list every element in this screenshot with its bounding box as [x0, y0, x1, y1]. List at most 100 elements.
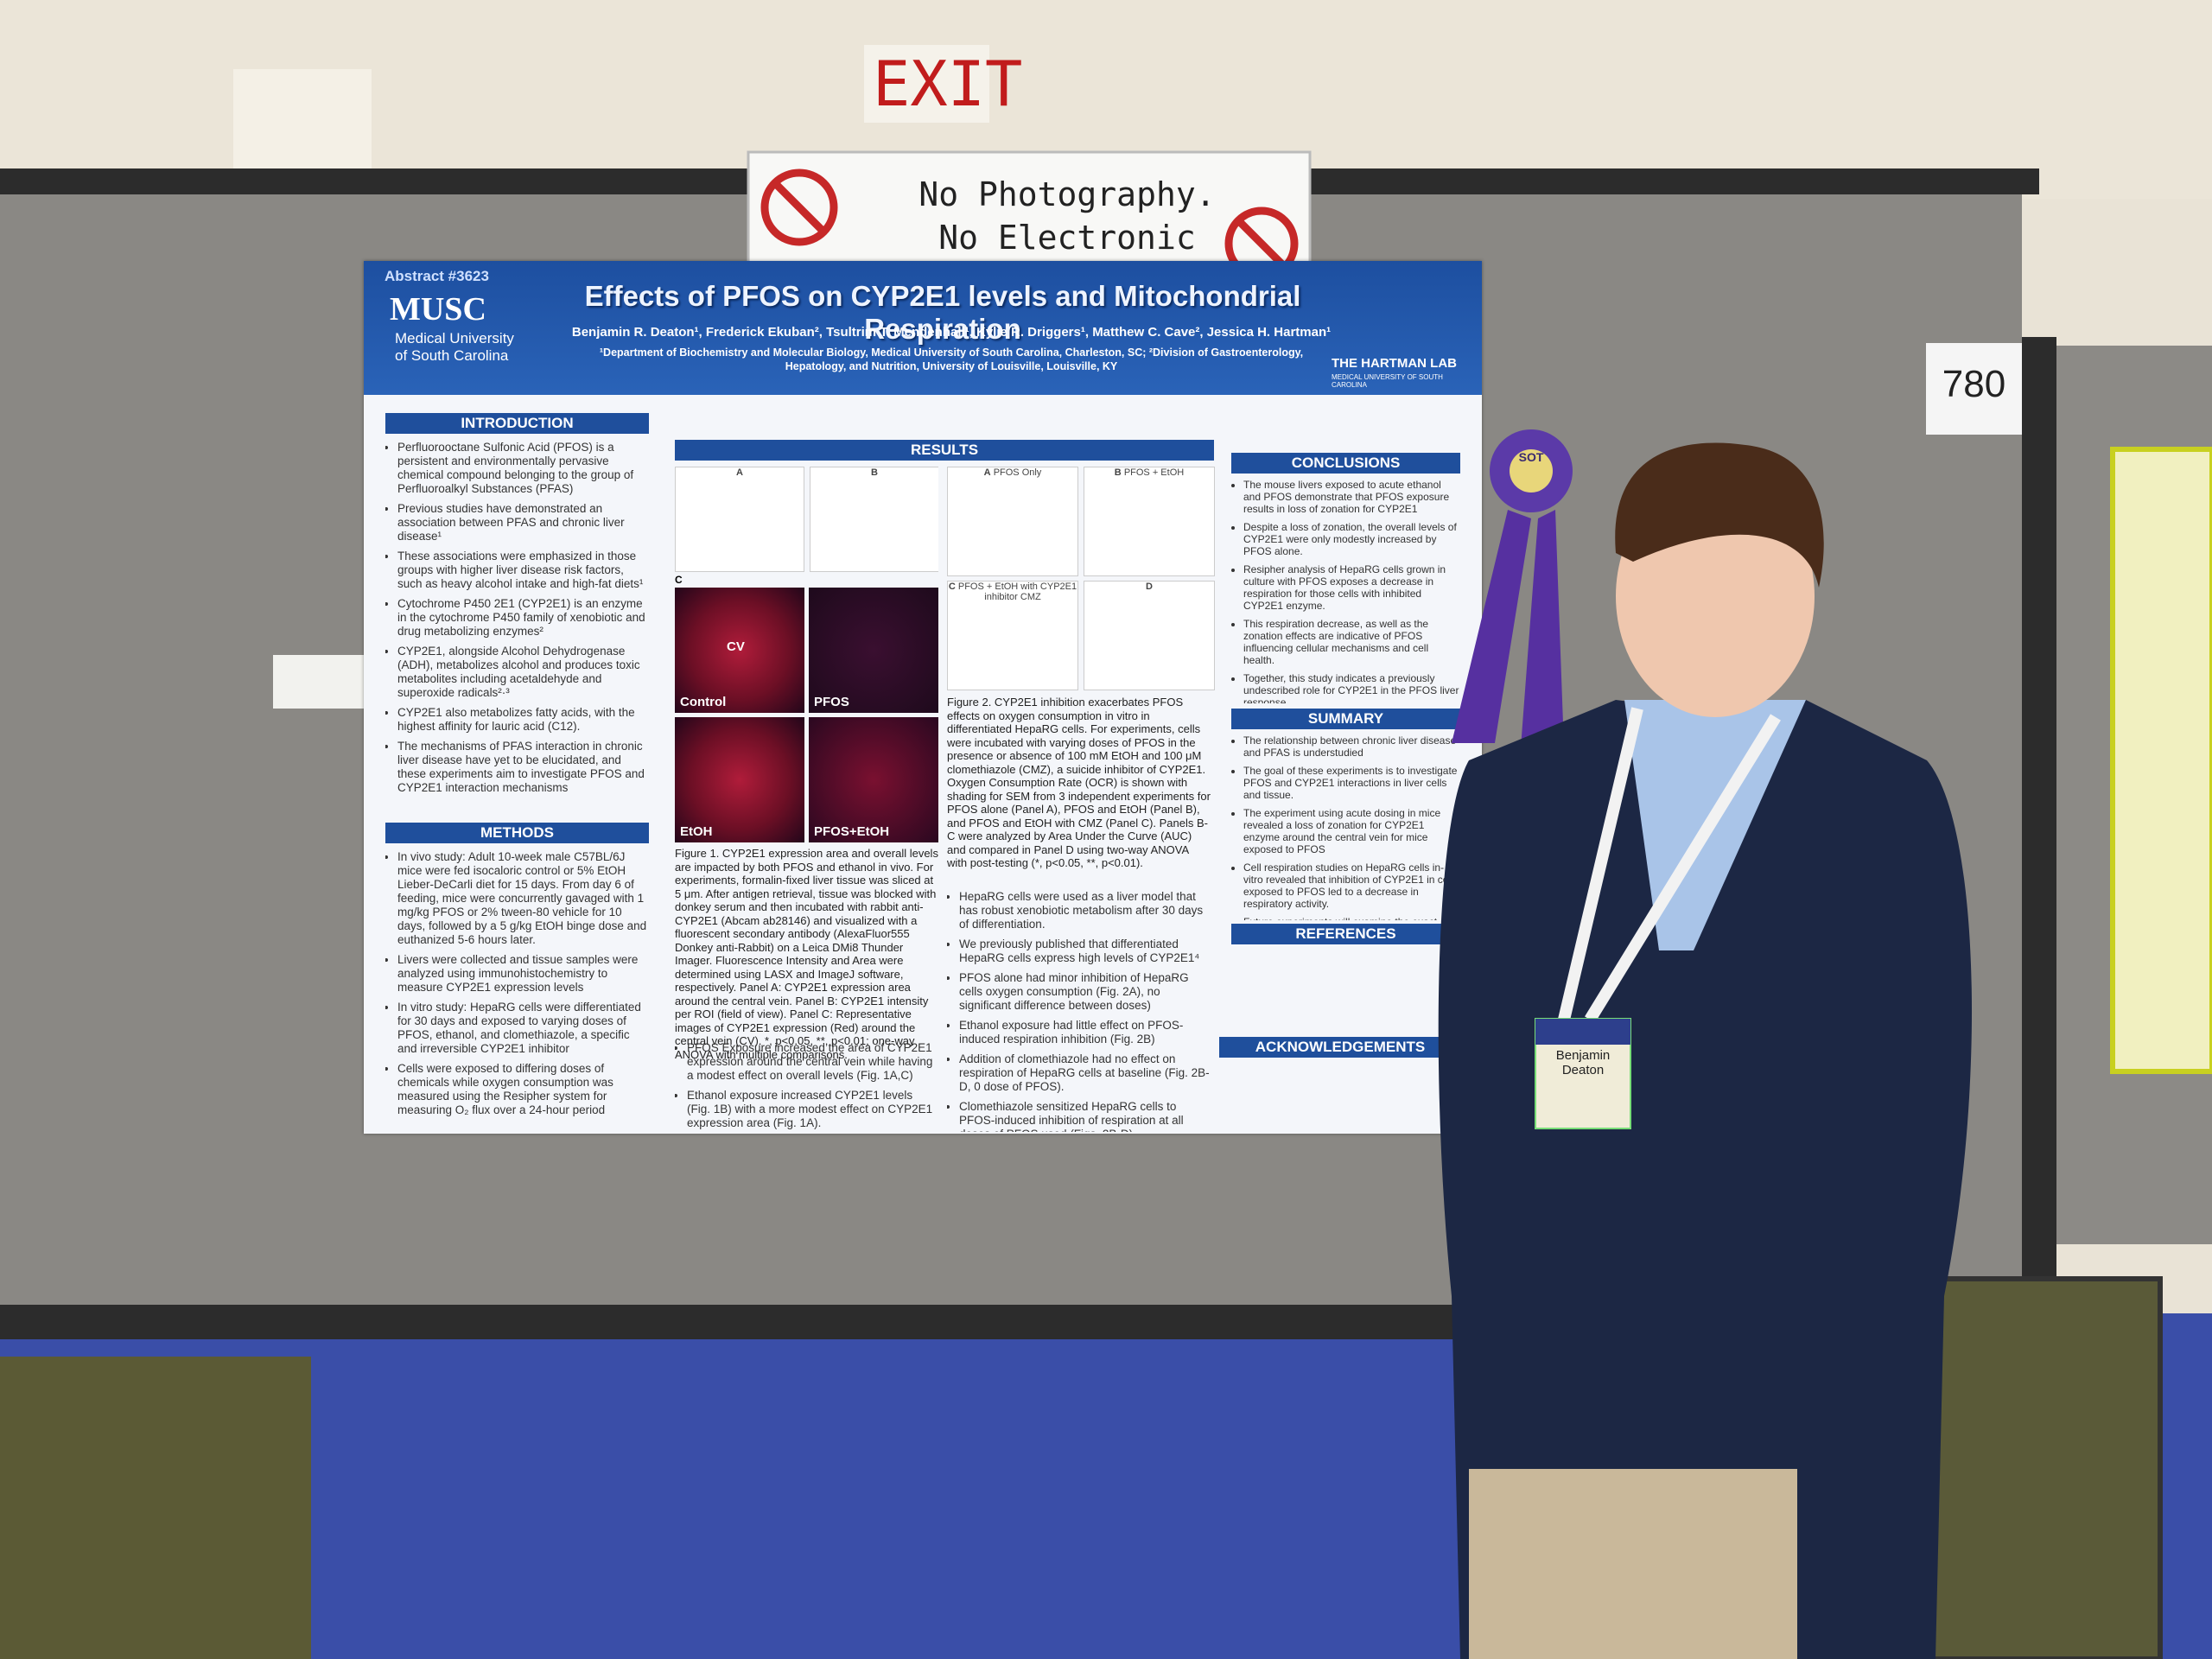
section-heading: REFERENCES — [1231, 924, 1460, 944]
bullet: The mouse livers exposed to acute ethano… — [1243, 479, 1460, 515]
bullet: CYP2E1 also metabolizes fatty acids, wit… — [397, 706, 649, 734]
results-left: A B C Control CV PFOS EtOH PFOS+EtOH Figu… — [675, 467, 938, 1132]
bullet: The experiment using acute dosing in mic… — [1243, 807, 1460, 855]
image-label: EtOH — [680, 824, 713, 839]
bullet-list: The mouse livers exposed to acute ethano… — [1231, 479, 1460, 703]
panel-letter: A — [736, 467, 743, 478]
results-right: A PFOS Only B PFOS + EtOH C PFOS + EtOH … — [947, 467, 1215, 1132]
bullet: Resipher analysis of HepaRG cells grown … — [1243, 563, 1460, 612]
affiliations: ¹Department of Biochemistry and Molecula… — [599, 346, 1304, 372]
booth-number: 780 — [1942, 363, 2006, 405]
badge-name: Benjamin Deaton — [1555, 1048, 1611, 1077]
micrograph: PFOS+EtOH — [809, 717, 938, 842]
bar-chart: D — [1084, 581, 1215, 690]
section-heading: INTRODUCTION — [385, 413, 649, 434]
bullet: Addition of clomethiazole had no effect … — [959, 1052, 1214, 1094]
image-label: PFOS — [814, 695, 849, 709]
bullet: Ethanol exposure had little effect on PF… — [959, 1019, 1214, 1046]
micrograph: PFOS — [809, 588, 938, 713]
section-heading: ACKNOWLEDGEMENTS — [1219, 1037, 1461, 1058]
bullet: The relationship between chronic liver d… — [1243, 734, 1460, 759]
panel-letter: B — [1114, 467, 1122, 478]
logo-line: of South Carolina — [395, 347, 509, 364]
bullet: In vitro study: HepaRG cells were differ… — [397, 1001, 649, 1056]
line-chart: C PFOS + EtOH with CYP2E1 inhibitor CMZ — [947, 581, 1078, 690]
graph-title: PFOS + EtOH with CYP2E1 inhibitor CMZ — [957, 582, 1077, 602]
badge-band — [1535, 1019, 1630, 1045]
acknowledgements: ACKNOWLEDGEMENTS — [1219, 1037, 1461, 1058]
figure-caption: Figure 1. CYP2E1 expression area and ove… — [675, 847, 938, 1061]
sign-line: No Photography. — [918, 175, 1216, 213]
panel-letter: C — [675, 574, 683, 586]
ribbon-center — [1510, 449, 1553, 493]
bullet: Perfluorooctane Sulfonic Acid (PFOS) is … — [397, 441, 649, 496]
bullet: These associations were emphasized in th… — [397, 550, 649, 591]
bullet-list: In vivo study: Adult 10-week male C57BL/… — [385, 850, 649, 1117]
no-phone-icon — [1235, 217, 1288, 270]
bullet: PFOS Exposure increased the area of CYP2… — [687, 1041, 938, 1083]
note-card — [273, 655, 368, 709]
booth-frame — [2022, 337, 2056, 1313]
graph-title: PFOS + EtOH — [1123, 467, 1185, 478]
logo: MUSC — [390, 291, 486, 327]
logo-line: Medical University — [395, 330, 514, 346]
line-chart: A PFOS Only — [947, 467, 1078, 576]
cv-label: CV — [727, 639, 745, 654]
section-heading: METHODS — [385, 823, 649, 843]
authors: Benjamin R. Deaton¹, Frederick Ekuban², … — [571, 325, 1332, 340]
lab-subtitle: MEDICAL UNIVERSITY OF SOUTH CAROLINA — [1332, 373, 1443, 389]
poster-title: Effects of PFOS on CYP2E1 levels and Mit… — [584, 280, 1301, 345]
bullet: Cell respiration studies on HepaRG cells… — [1243, 861, 1460, 910]
line-chart: B PFOS + EtOH — [1084, 467, 1215, 576]
introduction: INTRODUCTION Perfluorooctane Sulfonic Ac… — [385, 413, 649, 819]
bullet-list: HepaRG cells were used as a liver model … — [947, 890, 1214, 1132]
jacket — [1438, 700, 1973, 1659]
bar-chart: A — [675, 467, 804, 572]
bullet: Cells were exposed to differing doses of… — [397, 1062, 649, 1117]
bullet: HepaRG cells were used as a liver model … — [959, 890, 1214, 931]
bullet: The mechanisms of PFAS interaction in ch… — [397, 740, 649, 795]
bullet: Cytochrome P450 2E1 (CYP2E1) is an enzym… — [397, 597, 649, 639]
image-label: PFOS+EtOH — [814, 824, 890, 839]
exit-sign — [864, 45, 989, 123]
summary: SUMMARY The relationship between chronic… — [1231, 709, 1460, 920]
figure-caption: Figure 2. CYP2E1 inhibition exacerbates … — [947, 696, 1211, 869]
bullet: Livers were collected and tissue samples… — [397, 953, 649, 995]
bullet: Future experiments will examine the exac… — [1243, 916, 1460, 920]
booth-number-sign — [1926, 343, 2022, 435]
ribbon-tails — [1452, 510, 1564, 747]
section-heading: RESULTS — [675, 440, 1214, 461]
conclusions: CONCLUSIONS The mouse livers exposed to … — [1231, 453, 1460, 703]
bullet: In vivo study: Adult 10-week male C57BL/… — [397, 850, 649, 947]
bullet: Ethanol exposure increased CYP2E1 levels… — [687, 1089, 938, 1130]
bullet: Together, this study indicates a previou… — [1243, 672, 1460, 703]
bullet: The goal of these experiments is to inve… — [1243, 765, 1460, 801]
no-camera-icon — [760, 168, 838, 246]
neighbor-poster — [2110, 447, 2212, 1074]
bullet: Despite a loss of zonation, the overall … — [1243, 521, 1460, 557]
pants — [1469, 1469, 1797, 1659]
panel-letter: C — [948, 582, 956, 592]
logo-text: Medical University of South Carolina — [395, 330, 514, 365]
chair — [0, 1357, 311, 1659]
panel-letter: A — [983, 467, 991, 478]
poster-header: Abstract #3623 MUSC Medical University o… — [364, 261, 1482, 395]
bullet: This respiration decrease, as well as th… — [1243, 618, 1460, 666]
lanyard — [1558, 707, 1781, 1023]
no-camera-icon — [772, 180, 827, 235]
bullet-list: The relationship between chronic liver d… — [1231, 734, 1460, 920]
bullet: Previous studies have demonstrated an as… — [397, 502, 649, 543]
lab-name: THE HARTMAN LAB — [1332, 356, 1457, 371]
section-heading: SUMMARY — [1231, 709, 1460, 729]
bullet: CYP2E1, alongside Alcohol Dehydrogenase … — [397, 645, 649, 700]
bar-chart: B — [810, 467, 938, 572]
bullet-list: Perfluorooctane Sulfonic Acid (PFOS) is … — [385, 441, 649, 795]
ribbon-text: SOT — [1518, 450, 1544, 464]
bullet: PFOS alone had minor inhibition of HepaR… — [959, 971, 1214, 1013]
results-heading-box: RESULTS — [675, 440, 1214, 461]
methods: METHODS In vivo study: Adult 10-week mal… — [385, 823, 649, 1129]
panel-letter: D — [1146, 582, 1153, 592]
image-label: Control — [680, 695, 727, 709]
graph-title: PFOS Only — [993, 467, 1042, 478]
